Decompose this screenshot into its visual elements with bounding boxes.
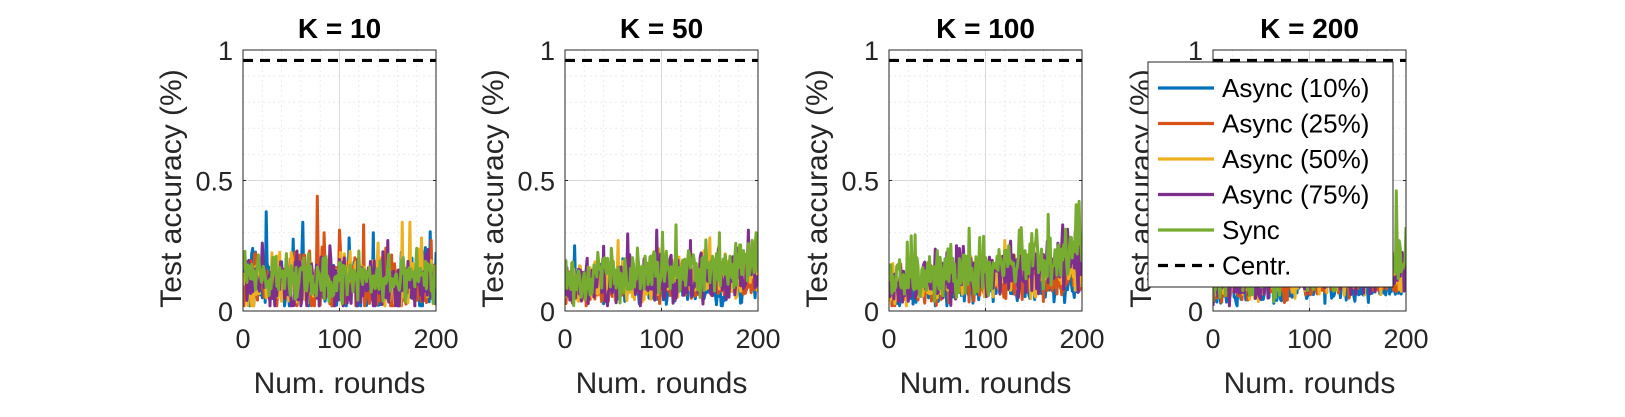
legend: Async (10%) Async (25%) Async (50%) Async (… [1147, 61, 1394, 288]
x-tick-label: 100 [639, 324, 684, 354]
panel-1: 0 0.5 1 0 100 200 K = 10 Num. rounds Test accura… [155, 13, 459, 400]
x-axis-label: Num. rounds [254, 367, 426, 400]
y-tick-label: 0 [1188, 297, 1203, 327]
x-tick-label: 100 [963, 324, 1008, 354]
x-tick-label: 200 [1383, 324, 1428, 354]
panel-title: K = 10 [298, 13, 381, 44]
y-tick-label: 0 [864, 297, 879, 327]
series-line-sync [243, 246, 436, 305]
y-tick-label: 0.5 [841, 167, 879, 197]
x-tick-label: 0 [235, 324, 250, 354]
y-tick-label: 0 [540, 297, 555, 327]
x-tick-label: 0 [557, 324, 572, 354]
x-tick-label: 0 [881, 324, 896, 354]
x-axis-label: Num. rounds [1224, 367, 1396, 400]
y-tick-label: 1 [540, 36, 555, 66]
legend-label-async-75: Async (75%) [1222, 180, 1369, 210]
x-tick-label: 200 [735, 324, 780, 354]
y-tick-label: 0 [218, 297, 233, 327]
series-group [243, 194, 436, 308]
series-line-sync [889, 199, 1082, 303]
y-tick-label: 1 [218, 36, 233, 66]
legend-label-async-25: Async (25%) [1222, 109, 1369, 139]
x-tick-label: 200 [413, 324, 458, 354]
series-group [565, 223, 758, 308]
x-axis-label: Num. rounds [900, 367, 1072, 400]
y-axis-label: Test accuracy (%) [801, 69, 834, 307]
x-tick-label: 200 [1059, 324, 1104, 354]
x-tick-label: 100 [317, 324, 362, 354]
panel-3: 0 0.5 1 0 100 200 K = 100 Num. rounds Test accur… [801, 13, 1105, 400]
series-group [889, 199, 1082, 308]
panel-2: 0 0.5 1 0 100 200 K = 50 Num. rounds Test accura… [477, 13, 781, 400]
legend-box [1147, 61, 1394, 288]
y-axis-label: Test accuracy (%) [155, 69, 188, 307]
legend-label-async-10: Async (10%) [1222, 73, 1369, 103]
x-tick-label: 100 [1287, 324, 1332, 354]
y-axis-label: Test accuracy (%) [477, 69, 510, 307]
y-tick-label: 0.5 [517, 167, 555, 197]
y-tick-label: 1 [1188, 36, 1203, 66]
panel-title: K = 100 [936, 13, 1035, 44]
legend-label-centr: Centr. [1222, 251, 1291, 281]
panel-title: K = 200 [1260, 13, 1359, 44]
panel-title: K = 50 [620, 13, 703, 44]
legend-label-async-50: Async (50%) [1222, 144, 1369, 174]
y-tick-label: 1 [864, 36, 879, 66]
series-line-sync [565, 223, 758, 308]
legend-label-sync: Sync [1222, 215, 1280, 245]
x-axis-label: Num. rounds [576, 367, 748, 400]
x-tick-label: 0 [1205, 324, 1220, 354]
y-tick-label: 0.5 [195, 167, 233, 197]
